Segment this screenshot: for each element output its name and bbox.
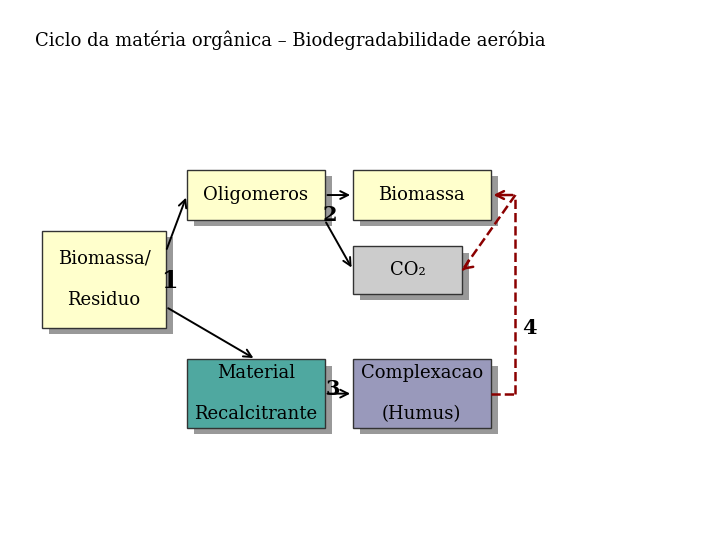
FancyBboxPatch shape	[194, 177, 332, 226]
Text: 1: 1	[161, 268, 178, 293]
FancyBboxPatch shape	[360, 253, 469, 300]
Text: Oligomeros: Oligomeros	[203, 186, 308, 204]
Text: Complexacao

(Humus): Complexacao (Humus)	[361, 364, 483, 423]
Text: Material

Recalcitrante: Material Recalcitrante	[194, 364, 318, 423]
FancyBboxPatch shape	[42, 231, 166, 328]
Text: 2: 2	[323, 205, 338, 225]
Text: Biomassa: Biomassa	[379, 186, 465, 204]
Text: Biomassa/

Residuo: Biomassa/ Residuo	[58, 249, 150, 309]
Text: Ciclo da matéria orgânica – Biodegradabilidade aeróbia: Ciclo da matéria orgânica – Biodegradabi…	[35, 31, 546, 50]
Text: CO₂: CO₂	[390, 261, 426, 279]
FancyBboxPatch shape	[187, 360, 325, 428]
FancyBboxPatch shape	[353, 246, 462, 294]
Text: 3: 3	[326, 380, 341, 400]
FancyBboxPatch shape	[353, 170, 490, 220]
FancyBboxPatch shape	[353, 360, 490, 428]
FancyBboxPatch shape	[360, 177, 498, 226]
FancyBboxPatch shape	[49, 237, 173, 334]
FancyBboxPatch shape	[187, 170, 325, 220]
Text: 4: 4	[523, 318, 537, 338]
FancyBboxPatch shape	[194, 366, 332, 434]
FancyBboxPatch shape	[360, 366, 498, 434]
